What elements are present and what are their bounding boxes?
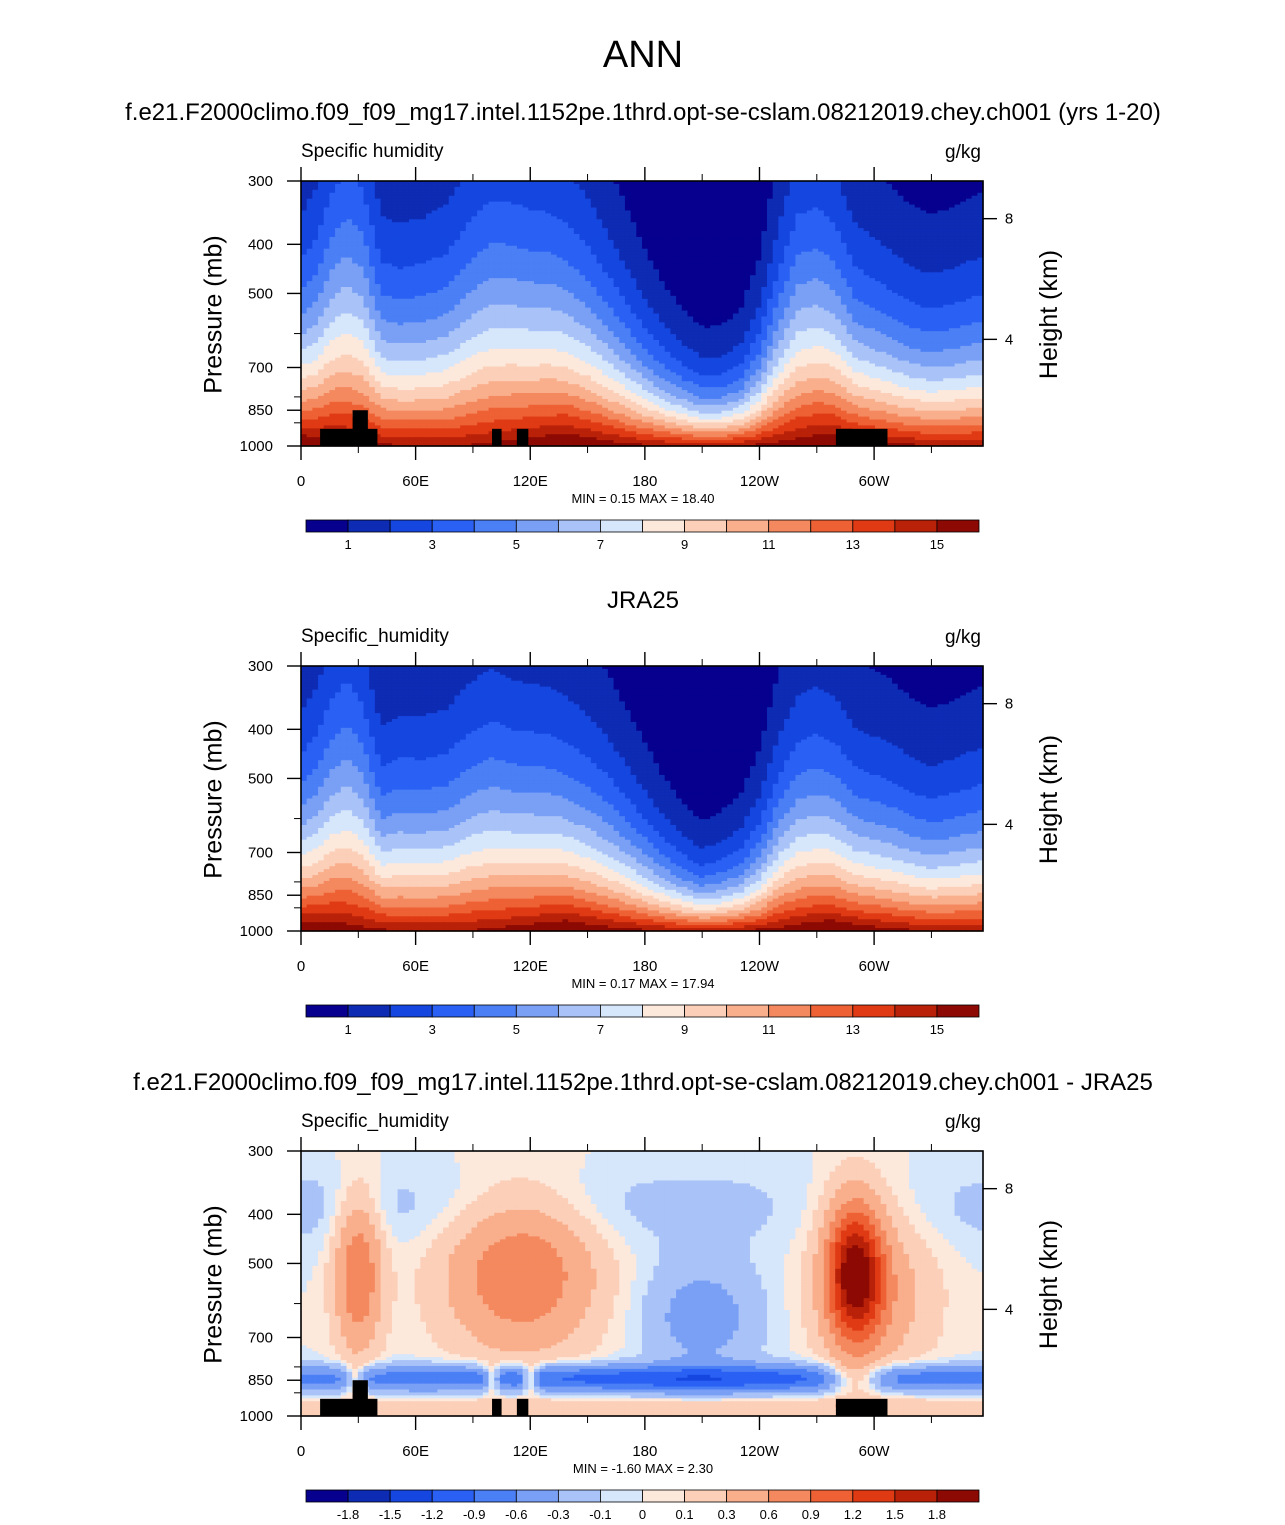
panel1-field [301,181,984,447]
